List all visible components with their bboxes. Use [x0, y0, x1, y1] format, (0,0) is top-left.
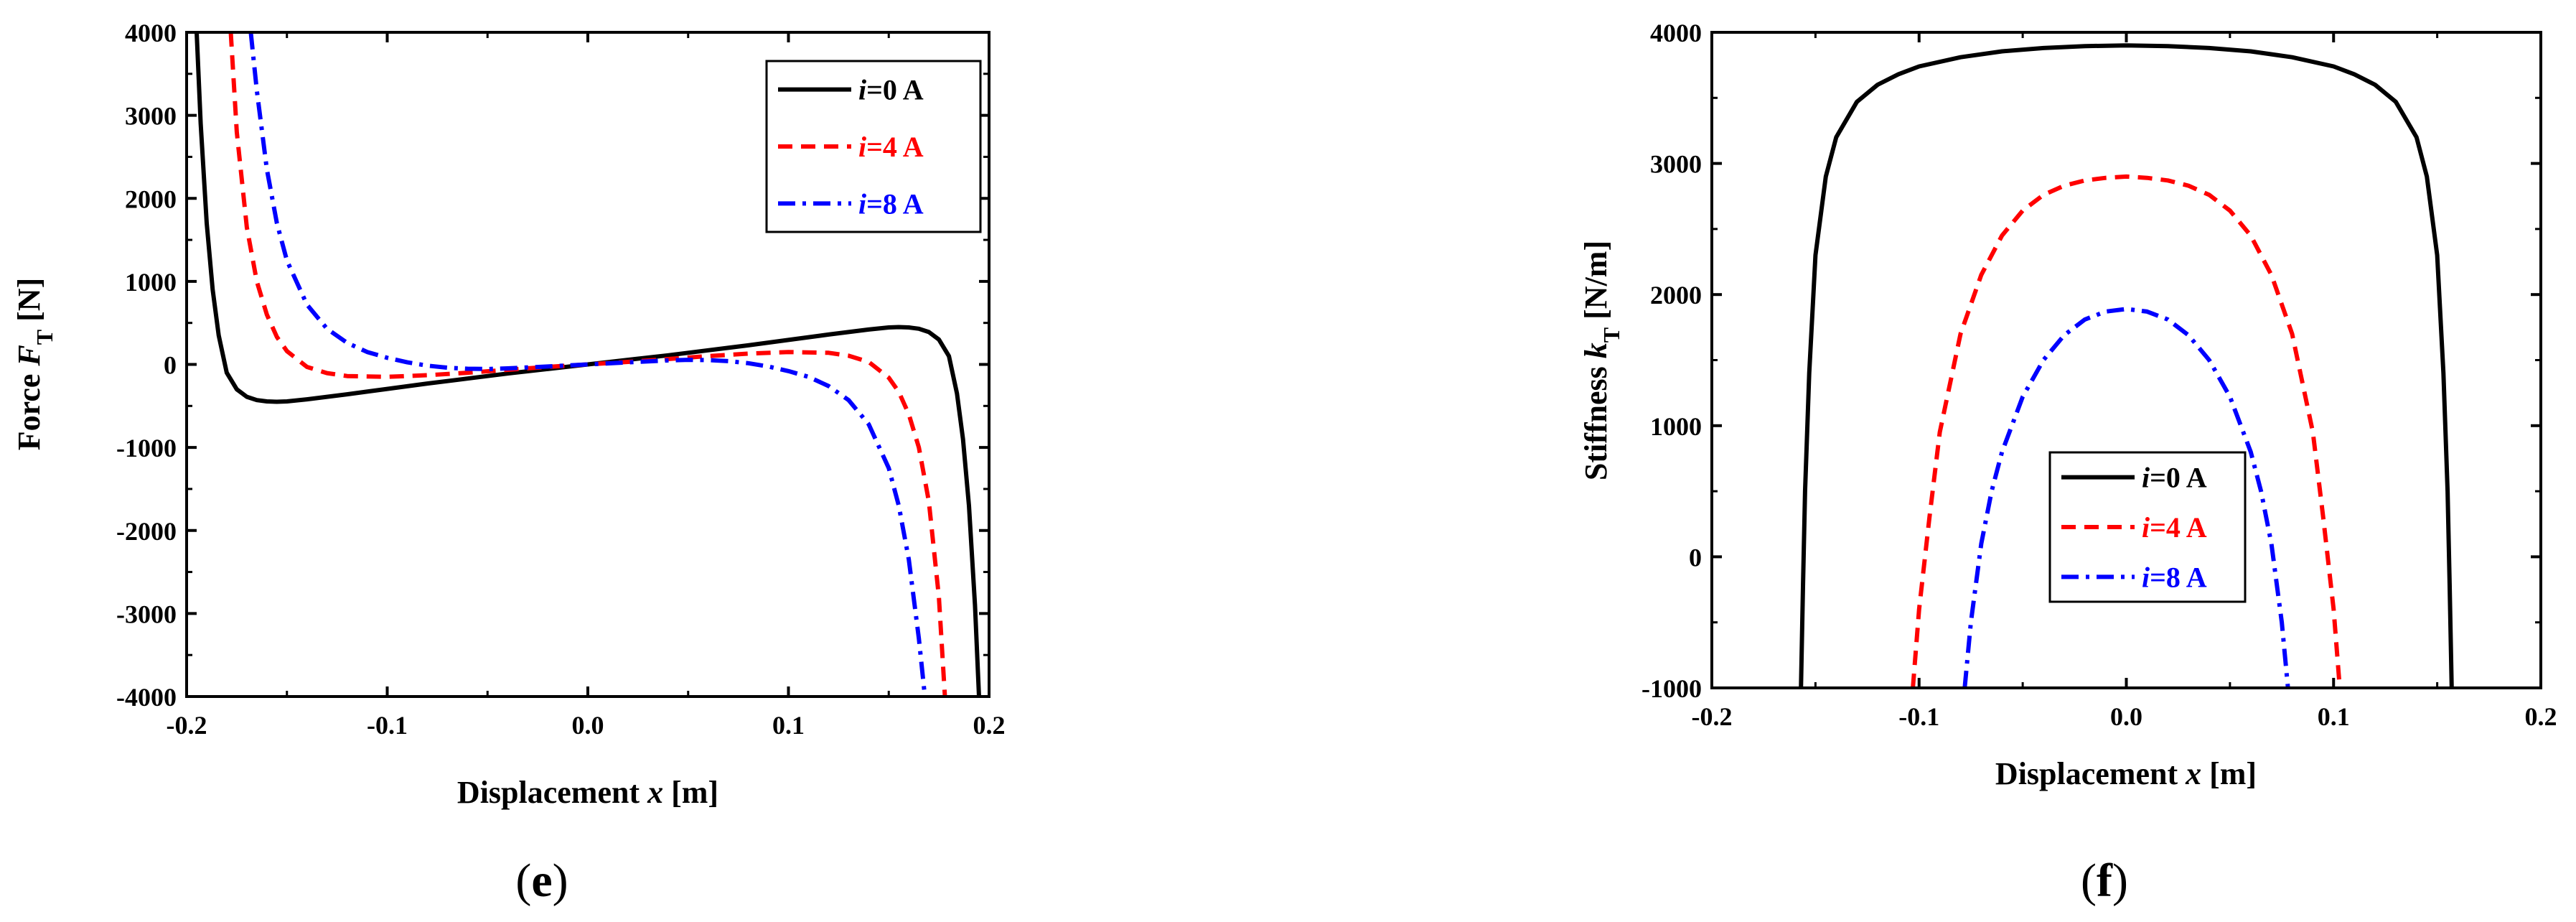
- legend-entry: i=0 A: [2142, 462, 2207, 494]
- x-tick-label: -0.1: [1898, 702, 1939, 731]
- y-tick-label: 4000: [125, 19, 177, 47]
- legend-entry: i=0 A: [858, 74, 924, 106]
- y-tick-label: -1000: [1641, 674, 1702, 703]
- series-line-i-4-a: [1911, 174, 2342, 688]
- panel-label: (e): [515, 855, 568, 907]
- x-tick-label: 0.2: [973, 711, 1006, 740]
- x-tick-label: 0.0: [2110, 702, 2142, 731]
- y-tick-label: -3000: [116, 600, 177, 628]
- label-part: [m]: [663, 775, 718, 810]
- x-tick-label: 0.1: [2318, 702, 2350, 731]
- label-part: [m]: [2201, 756, 2257, 791]
- y-tick-label: -4000: [116, 683, 177, 712]
- x-tick-label: 0.2: [2525, 702, 2557, 731]
- y-tick-label: 1000: [1650, 412, 1702, 441]
- label-part: =0 A: [866, 74, 924, 106]
- series-lines: [1799, 43, 2454, 688]
- y-tick-label: 1000: [125, 268, 177, 297]
- x-tick-label: 0.1: [772, 711, 805, 740]
- legend: i=0 Ai=4 Ai=8 A: [2048, 451, 2247, 603]
- label-part: F: [11, 345, 47, 366]
- label-part: Displacement: [1995, 756, 2186, 791]
- x-axis-label: Displacement x [m]: [457, 775, 718, 810]
- label-part: Stiffness: [1578, 358, 1613, 480]
- label-part: x: [647, 775, 663, 810]
- x-tick-label: -0.1: [367, 711, 408, 740]
- label-part: =4 A: [866, 131, 924, 163]
- y-tick-label: 2000: [125, 185, 177, 213]
- y-tick-label: 0: [1689, 543, 1702, 572]
- chart-force-panel: -0.2 -0.1 0.0 0.1 0.2 -4000 -3000 -2000 -1000 0 10…: [11, 19, 1006, 907]
- series-line-i-0-a: [1799, 43, 2454, 688]
- label-part: ): [553, 855, 568, 907]
- series-line-i-4-a: [228, 32, 947, 697]
- label-part: ): [2112, 855, 2128, 907]
- legend-entry: i=4 A: [2142, 511, 2207, 544]
- legend-entry: i=8 A: [2142, 561, 2207, 593]
- y-tick-label: 0: [164, 351, 177, 380]
- label-part: i: [2142, 462, 2150, 494]
- legend-entry: i=8 A: [858, 187, 924, 220]
- label-part: f: [2097, 855, 2113, 907]
- label-part: i: [2142, 511, 2150, 544]
- series-lines: [195, 32, 981, 697]
- label-part: =0 A: [2150, 462, 2207, 494]
- legend-entry: i=4 A: [858, 131, 924, 163]
- label-part: Displacement: [457, 775, 647, 810]
- label-part: Force: [11, 366, 47, 451]
- y-axis-label: Stiffness kT [N/m]: [1578, 241, 1624, 480]
- chart-stiffness-panel: -0.2 -0.1 0.0 0.1 0.2 -1000 0 1000 2000 3000 4000 D…: [1578, 19, 2557, 907]
- label-part: T: [32, 330, 57, 345]
- label-part: [N/m]: [1578, 241, 1613, 327]
- y-tick-label: 3000: [125, 102, 177, 131]
- y-tick-label: 3000: [1650, 150, 1702, 179]
- x-axis-label: Displacement x [m]: [1995, 756, 2257, 791]
- panel-label: (f): [2081, 855, 2128, 907]
- x-tick-label: -0.2: [1692, 702, 1733, 731]
- series-line-i-0-a: [195, 32, 981, 697]
- x-tick-label: 0.0: [572, 711, 604, 740]
- y-tick-label: 2000: [1650, 281, 1702, 309]
- label-part: k: [1578, 343, 1613, 358]
- x-tick-label: -0.2: [167, 711, 207, 740]
- label-part: =4 A: [2150, 511, 2207, 544]
- label-part: T: [1598, 327, 1624, 343]
- y-tick-label: -1000: [116, 434, 177, 462]
- label-part: i: [858, 187, 866, 220]
- y-tick-label: 4000: [1650, 19, 1702, 47]
- y-axis-label: Force FT [N]: [11, 278, 57, 450]
- label-part: (: [2081, 855, 2097, 907]
- label-part: =8 A: [866, 187, 924, 220]
- label-part: i: [858, 131, 866, 163]
- label-part: x: [2185, 756, 2201, 791]
- legend: i=0 Ai=4 Ai=8 A: [765, 60, 982, 233]
- label-part: e: [531, 855, 552, 907]
- label-part: [N]: [11, 278, 47, 330]
- label-part: (: [515, 855, 531, 907]
- y-tick-label: -2000: [116, 517, 177, 546]
- series-line-i-8-a: [1962, 307, 2290, 688]
- label-part: i: [2142, 561, 2150, 593]
- label-part: =8 A: [2150, 561, 2207, 593]
- label-part: i: [858, 74, 866, 106]
- series-line-i-8-a: [248, 32, 927, 697]
